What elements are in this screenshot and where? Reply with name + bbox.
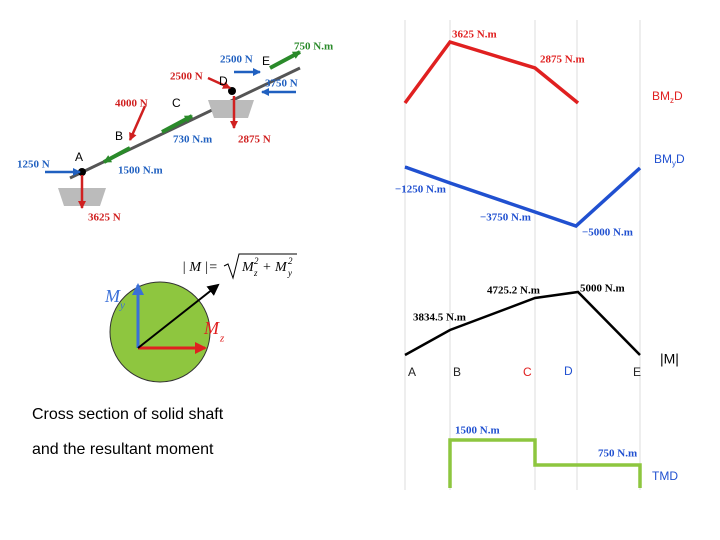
formula-lhs: | M |=: [182, 260, 218, 275]
suffix: D: [674, 89, 683, 103]
point-label: C: [523, 365, 532, 379]
formula: | M |= M 2 z + M 2 y: [182, 253, 297, 280]
value-label: −1250 N.m: [395, 184, 446, 196]
label: 3625 N: [88, 212, 121, 224]
value-label: −3750 N.m: [480, 212, 531, 224]
value-label: 4725.2 N.m: [487, 285, 540, 297]
label: 2875 N: [238, 134, 271, 146]
point-label: E: [633, 365, 641, 379]
label: 730 N.m: [173, 134, 212, 146]
name: BM: [652, 89, 670, 103]
shaft: 750 N.m 2500 N E 2500 N D 3750 N 4000 N …: [17, 41, 333, 224]
label: C: [172, 96, 181, 110]
label: 4000 N: [115, 98, 148, 110]
value-label: −5000 N.m: [582, 227, 633, 239]
formula-term: M: [241, 260, 255, 275]
point-label: A: [408, 365, 416, 379]
formula-term: M: [274, 260, 288, 275]
caption: and the resultant moment: [32, 441, 214, 458]
diagram-name: |M|: [660, 351, 679, 367]
suffix: D: [676, 152, 685, 166]
label: 1500 N.m: [118, 165, 163, 177]
diagram-name: BMzD: [652, 89, 683, 105]
sub: z: [670, 96, 674, 105]
label: 2500 N: [220, 54, 253, 66]
formula-sub: z: [253, 268, 258, 278]
label: 750 N.m: [294, 41, 333, 53]
formula-plus: +: [263, 260, 271, 275]
diagram-name: BMyD: [654, 152, 685, 168]
label: 2500 N: [170, 71, 203, 83]
value-label: 1500 N.m: [455, 425, 500, 437]
name: BM: [654, 152, 672, 166]
label: A: [75, 150, 83, 164]
moment-diagrams: 3625 N.m 2875 N.m BMzD −1250 N.m −3750 N…: [395, 20, 685, 490]
my-sub: y: [119, 300, 125, 312]
formula-sub: y: [287, 268, 292, 278]
diagram-name: TMD: [652, 469, 678, 483]
label: B: [115, 129, 123, 143]
label: E: [262, 54, 270, 68]
mz-label: M: [203, 318, 220, 338]
label: 1250 N: [17, 159, 50, 171]
mz-sub: z: [219, 333, 225, 345]
my-label: M: [104, 286, 121, 306]
label: D: [219, 74, 228, 88]
value-label: 5000 N.m: [580, 283, 625, 295]
caption: Cross section of solid shaft: [32, 406, 224, 423]
value-label: 750 N.m: [598, 448, 637, 460]
point-label: B: [453, 365, 461, 379]
point-label: D: [564, 364, 573, 378]
value-label: 3834.5 N.m: [413, 312, 466, 324]
value-label: 2875 N.m: [540, 54, 585, 66]
cross-section: M y M z: [104, 281, 225, 383]
formula-sup: 2: [254, 256, 259, 266]
formula-sup: 2: [288, 256, 293, 266]
value-label: 3625 N.m: [452, 29, 497, 41]
label: 3750 N: [265, 78, 298, 90]
sub: y: [672, 159, 676, 168]
